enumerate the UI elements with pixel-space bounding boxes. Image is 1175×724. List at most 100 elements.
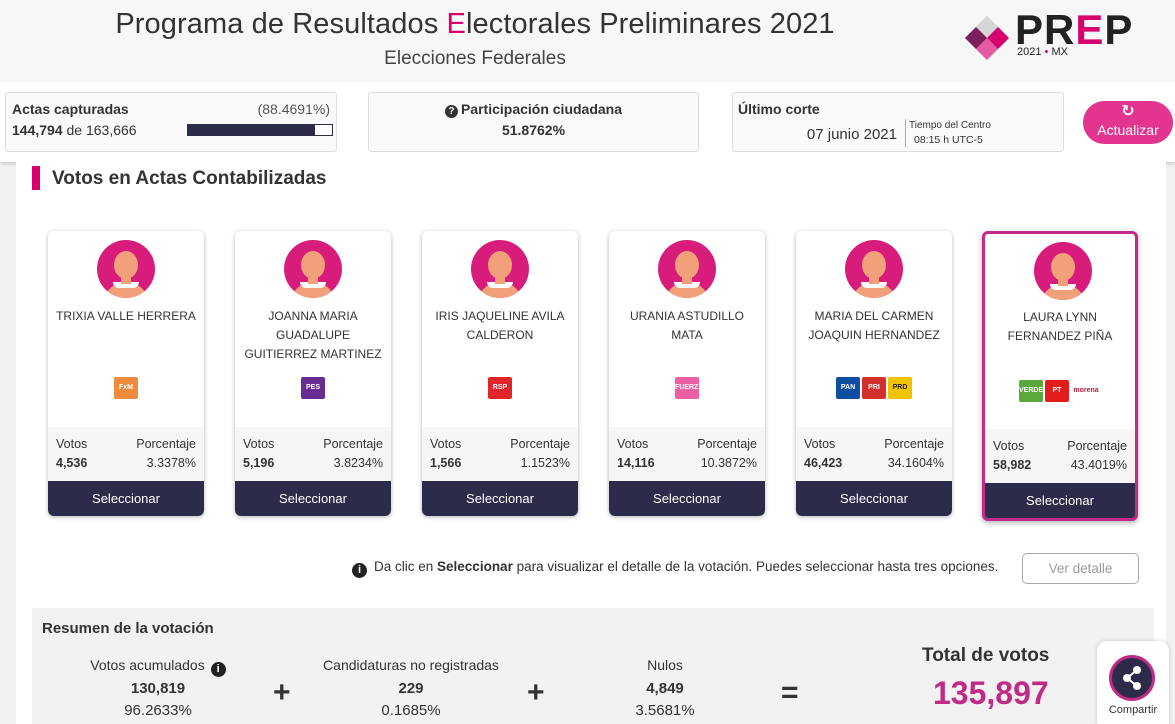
seleccionar-button[interactable]: Seleccionar (609, 481, 765, 516)
fxm-logo-icon: FxM (114, 377, 138, 399)
candidate-name: IRIS JAQUELINE AVILA CALDERON (435, 309, 565, 342)
candidate-porcentaje: 34.1604% (887, 456, 944, 470)
votos-acumulados: Votos acumulados i 130,819 96.2633% (48, 657, 268, 719)
candidate-card[interactable]: JOANNA MARIA GUADALUPE GUITIERREZ MARTIN… (235, 231, 391, 516)
candidate-stats: Votos Porcentaje 1,566 1.1523% (422, 427, 578, 481)
seleccionar-button[interactable]: Seleccionar (985, 483, 1135, 518)
candidate-porcentaje: 10.3872% (700, 456, 757, 470)
party-logos: FUERZA (609, 377, 765, 403)
stats-bar: Actas capturadas (88.4691%) 144,794 de 1… (0, 82, 1175, 162)
participacion-label: ? Participación ciudadana (369, 101, 698, 118)
actas-percentage: (88.4691%) (257, 101, 330, 117)
candidate-stats: Votos Porcentaje 5,196 3.8234% (235, 427, 391, 481)
candidate-avatar-icon (1034, 242, 1092, 300)
prep-logo-year: 2021 • MX (1017, 46, 1068, 58)
candidate-porcentaje: 3.3378% (146, 456, 196, 470)
candidate-card[interactable]: TRIXIA VALLE HERRERA FxM Votos Porcentaje 4,… (48, 231, 204, 516)
share-button[interactable]: Compartir (1097, 641, 1169, 724)
candidate-name: URANIA ASTUDILLO MATA (629, 309, 745, 342)
timezone-label: Tiempo del Centro (909, 120, 991, 131)
prep-logo-text: PREP (1015, 6, 1134, 53)
seleccionar-button[interactable]: Seleccionar (235, 481, 391, 516)
seleccionar-button[interactable]: Seleccionar (796, 481, 952, 516)
candidate-avatar-icon (284, 240, 342, 298)
votos-label: Votos (56, 437, 88, 451)
corte-date: 07 junio 2021 (806, 126, 897, 143)
porcentaje-label: Porcentaje (323, 437, 383, 451)
votos-label: Votos (804, 437, 836, 451)
votos-acumulados-percentage: 96.2633% (124, 702, 192, 719)
actas-count: 144,794 de 163,666 (12, 122, 137, 138)
candidate-porcentaje: 3.8234% (333, 456, 383, 470)
candidate-avatar-icon (658, 240, 716, 298)
candidate-stats: Votos Porcentaje 4,536 3.3378% (48, 427, 204, 481)
candidate-votos: 5,196 (243, 456, 275, 470)
pri-logo-icon: PRI (862, 377, 886, 399)
porcentaje-label: Porcentaje (1067, 439, 1127, 453)
share-label: Compartir (1108, 704, 1158, 716)
candidate-stats: Votos Porcentaje 46,423 34.1604% (796, 427, 952, 481)
party-logos: FxM (48, 377, 204, 403)
seleccionar-button[interactable]: Seleccionar (48, 481, 204, 516)
participacion-value: 51.8762% (501, 122, 566, 138)
section-accent-bar (32, 166, 40, 190)
header: Programa de Resultados Electorales Preli… (0, 0, 1175, 82)
candidate-avatar-icon (471, 240, 529, 298)
update-button[interactable]: ↻ Actualizar (1083, 101, 1173, 144)
pan-logo-icon: PAN (836, 377, 860, 399)
nulos-value: 4,849 (646, 680, 684, 697)
ultimo-corte-box: Último corte 07 junio 2021 Tiempo del Ce… (732, 92, 1064, 152)
candidate-name: MARIA DEL CARMEN JOAQUIN HERNANDEZ (808, 309, 940, 342)
candidate-card[interactable]: IRIS JAQUELINE AVILA CALDERON RSP Votos Por… (422, 231, 578, 516)
total-votos-value: 135,897 (933, 675, 1049, 711)
candidate-card[interactable]: LAURA LYNN FERNANDEZ PIÑA VERDE PT morena Vo… (982, 231, 1138, 521)
party-logos: VERDE PT morena (985, 380, 1135, 406)
candidate-name: TRIXIA VALLE HERRERA (56, 309, 196, 323)
section-title: Votos en Actas Contabilizadas (52, 168, 327, 189)
no-registradas-percentage: 0.1685% (381, 702, 441, 719)
votos-label: Votos (243, 437, 275, 451)
candidate-votos: 4,536 (56, 456, 88, 470)
porcentaje-label: Porcentaje (697, 437, 757, 451)
party-logos: PAN PRI PRD (796, 377, 952, 403)
actas-progress-bar (187, 124, 333, 136)
porcentaje-label: Porcentaje (510, 437, 570, 451)
share-icon-circle (1109, 655, 1155, 701)
prep-logo-mark-icon (965, 16, 1009, 60)
total-votos-label: Total de votos (922, 645, 1050, 666)
corte-divider (905, 119, 906, 147)
pes-logo-icon: PES (301, 377, 325, 399)
candidate-porcentaje: 43.4019% (1070, 458, 1127, 472)
porcentaje-label: Porcentaje (884, 437, 944, 451)
verde-logo-icon: VERDE (1019, 380, 1043, 402)
party-logos: RSP (422, 377, 578, 403)
update-label: Actualizar (1097, 122, 1159, 138)
votos-acumulados-value: 130,819 (130, 680, 186, 697)
info-icon: i (352, 563, 367, 578)
morena-logo-icon: morena (1073, 387, 1099, 394)
ver-detalle-button[interactable]: Ver detalle (1022, 553, 1139, 584)
seleccionar-button[interactable]: Seleccionar (422, 481, 578, 516)
plus-sign: + (527, 676, 545, 709)
candidate-votos: 14,116 (617, 456, 655, 470)
summary-title: Resumen de la votación (42, 620, 214, 637)
no-registradas-value: 229 (398, 680, 424, 697)
candidate-card[interactable]: URANIA ASTUDILLO MATA FUERZA Votos Porcenta… (609, 231, 765, 516)
votos-label: Votos (430, 437, 462, 451)
candidate-stats: Votos Porcentaje 14,116 10.3872% (609, 427, 765, 481)
question-icon[interactable]: ? (444, 105, 458, 118)
candidate-votos: 1,566 (430, 456, 462, 470)
candidate-votos: 58,982 (993, 458, 1032, 472)
pm-logo-icon: FUERZA (675, 377, 703, 399)
actas-label: Actas capturadas (12, 101, 129, 117)
prep-logo[interactable]: PREP 2021 • MX (963, 6, 1138, 62)
equals-sign: = (781, 676, 799, 709)
candidate-card[interactable]: MARIA DEL CARMEN JOAQUIN HERNANDEZ PAN PRI… (796, 231, 952, 516)
info-icon[interactable]: i (210, 662, 226, 677)
nulos-label: Nulos (647, 657, 683, 673)
share-icon (1123, 666, 1141, 690)
votos-label: Votos (617, 437, 649, 451)
candidate-name: JOANNA MARIA GUADALUPE GUITIERREZ MARTIN… (244, 309, 382, 361)
candidate-name: LAURA LYNN FERNANDEZ PIÑA (1007, 310, 1113, 343)
votos-label: Votos (993, 439, 1025, 453)
